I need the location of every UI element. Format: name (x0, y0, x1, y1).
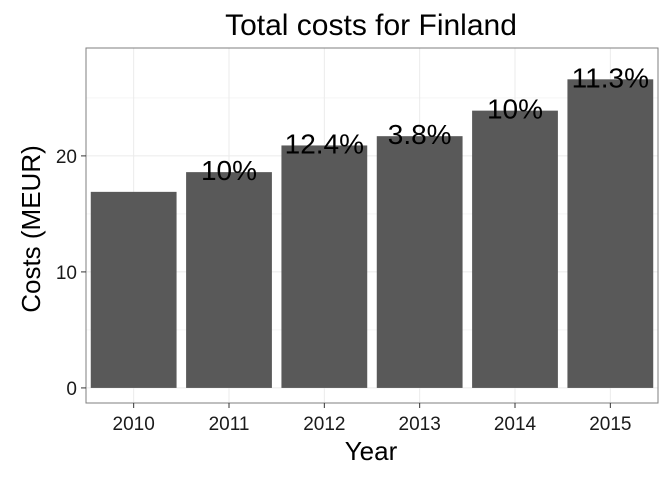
x-tick-label: 2012 (303, 414, 345, 435)
x-tick-label: 2013 (399, 414, 441, 435)
bar-2014 (472, 110, 558, 388)
x-axis-ticks: 2010 2011 2012 2013 2014 2015 (113, 403, 631, 435)
bar-2012 (281, 145, 368, 388)
bar-2015 (567, 79, 654, 388)
y-tick-label: 0 (66, 379, 77, 400)
bar-2011 (186, 172, 272, 388)
bar-2013 (376, 136, 463, 388)
y-axis-ticks: 0 10 20 (56, 147, 86, 400)
data-label: 12.4% (285, 128, 364, 159)
y-tick-label: 20 (56, 147, 77, 168)
data-label: 10% (201, 155, 257, 186)
panel-border (85, 47, 659, 404)
x-tick-label: 2011 (209, 414, 250, 435)
x-axis-title: Year (345, 436, 398, 466)
data-label: 3.8% (388, 119, 452, 150)
bars (90, 79, 654, 388)
x-tick-label: 2015 (589, 414, 631, 435)
x-tick-label: 2014 (494, 414, 537, 435)
y-tick-label: 10 (56, 263, 77, 284)
bar-2010 (90, 191, 177, 388)
data-labels: 10% 12.4% 3.8% 10% 11.3% (201, 62, 649, 186)
data-label: 10% (487, 94, 543, 125)
x-tick-label: 2010 (113, 414, 155, 435)
chart-title: Total costs for Finland (225, 9, 517, 42)
data-label: 11.3% (572, 62, 649, 93)
y-axis-title: Costs (MEUR) (16, 145, 46, 313)
